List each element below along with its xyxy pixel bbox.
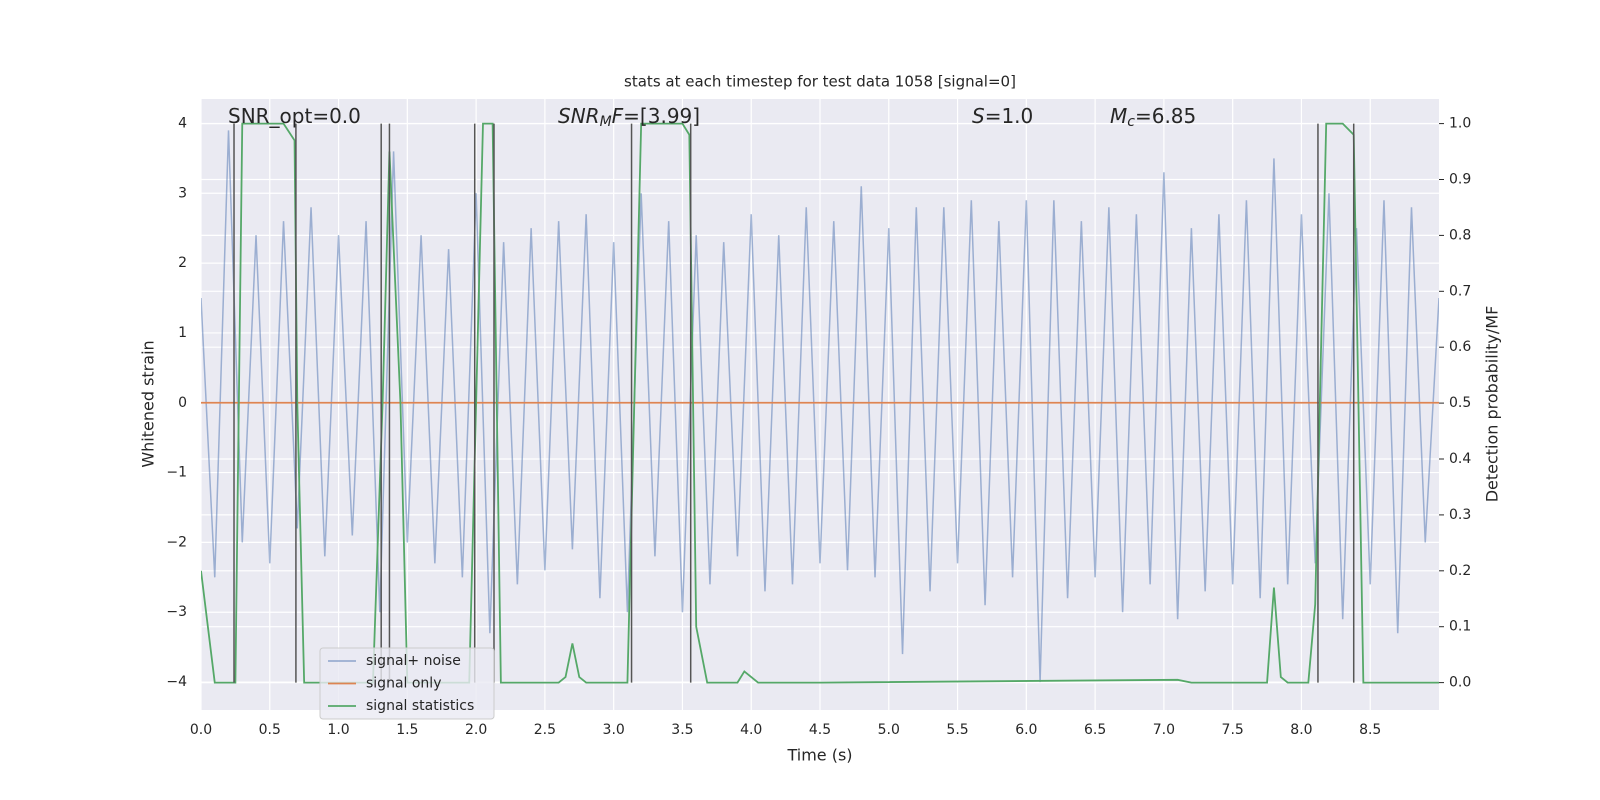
legend-label: signal only <box>366 676 441 692</box>
x-tick-label: 2.0 <box>465 722 487 738</box>
annotation-part: SNR <box>558 104 600 128</box>
y2-tick-label: 0.5 <box>1449 395 1471 411</box>
y2-axis-label: Detection probability/MF <box>1483 306 1502 503</box>
x-tick-label: 8.0 <box>1290 722 1312 738</box>
x-tick-label: 8.5 <box>1359 722 1381 738</box>
x-tick-label: 7.5 <box>1222 722 1244 738</box>
plot-layer <box>201 122 1439 684</box>
x-tick-label: 2.5 <box>534 722 556 738</box>
y2-tick-label: 1.0 <box>1449 116 1471 132</box>
x-tick-label: 6.5 <box>1084 722 1106 738</box>
x-tick-label: 7.0 <box>1153 722 1175 738</box>
y-tick-label: 0 <box>178 395 187 411</box>
x-tick-label: 1.5 <box>396 722 418 738</box>
x-tick-label: 5.5 <box>946 722 968 738</box>
annotation-part: SNR_opt=0.0 <box>228 104 361 128</box>
y2-tick-label: 0.8 <box>1449 227 1471 243</box>
x-tick-label: 3.5 <box>671 722 693 738</box>
annotation-part: F <box>612 104 624 128</box>
y-tick-label: 4 <box>178 115 187 131</box>
annotation-part: c <box>1127 114 1135 130</box>
x-axis-label: Time (s) <box>786 746 852 765</box>
annotation-part: =6.85 <box>1135 104 1196 128</box>
y-tick-label: 1 <box>178 325 187 341</box>
series-line <box>201 130 1439 683</box>
annotation-part: =[3.99] <box>623 104 700 128</box>
y-tick-label: −1 <box>166 465 187 481</box>
series-line <box>201 122 1439 684</box>
x-tick-label: 4.5 <box>809 722 831 738</box>
legend-label: signal+ noise <box>366 653 461 669</box>
annotation: SNR_opt=0.0 <box>228 104 361 128</box>
y2-tick-label: 0.3 <box>1449 507 1471 523</box>
y2-tick-label: 0.0 <box>1449 675 1471 691</box>
y2-tick-label: 0.1 <box>1449 619 1471 635</box>
annotation-part: S <box>972 104 985 128</box>
annotation: SNRMF=[3.99] <box>558 104 700 131</box>
x-tick-label: 0.5 <box>259 722 281 738</box>
annotation: S=1.0 <box>972 104 1033 128</box>
y2-tick-label: 0.6 <box>1449 339 1471 355</box>
y-tick-label: −4 <box>166 674 187 690</box>
x-tick-label: 5.0 <box>878 722 900 738</box>
y-tick-label: 3 <box>178 185 187 201</box>
y-tick-label: −2 <box>166 534 187 550</box>
y2-tick-label: 0.4 <box>1449 451 1471 467</box>
x-tick-label: 3.0 <box>603 722 625 738</box>
y-tick-label: 2 <box>178 255 187 271</box>
legend-box <box>319 647 495 720</box>
y2-tick-label: 0.2 <box>1449 563 1471 579</box>
annotation-part: =1.0 <box>985 104 1034 128</box>
y-axis-label: Whitened strain <box>139 340 158 467</box>
annotation-part: M <box>1110 104 1127 128</box>
y2-tick-label: 0.9 <box>1449 171 1471 187</box>
x-tick-label: 6.0 <box>1015 722 1037 738</box>
legend-label: signal statistics <box>366 698 474 714</box>
annotation: Mc=6.85 <box>1110 104 1196 131</box>
y2-tick-label: 0.7 <box>1449 283 1471 299</box>
y-tick-label: −3 <box>166 604 187 620</box>
chart-title: stats at each timestep for test data 105… <box>624 73 1016 91</box>
x-tick-label: 4.0 <box>740 722 762 738</box>
annotation-part: M <box>600 114 612 130</box>
x-tick-label: 0.0 <box>190 722 212 738</box>
x-tick-label: 1.0 <box>327 722 349 738</box>
